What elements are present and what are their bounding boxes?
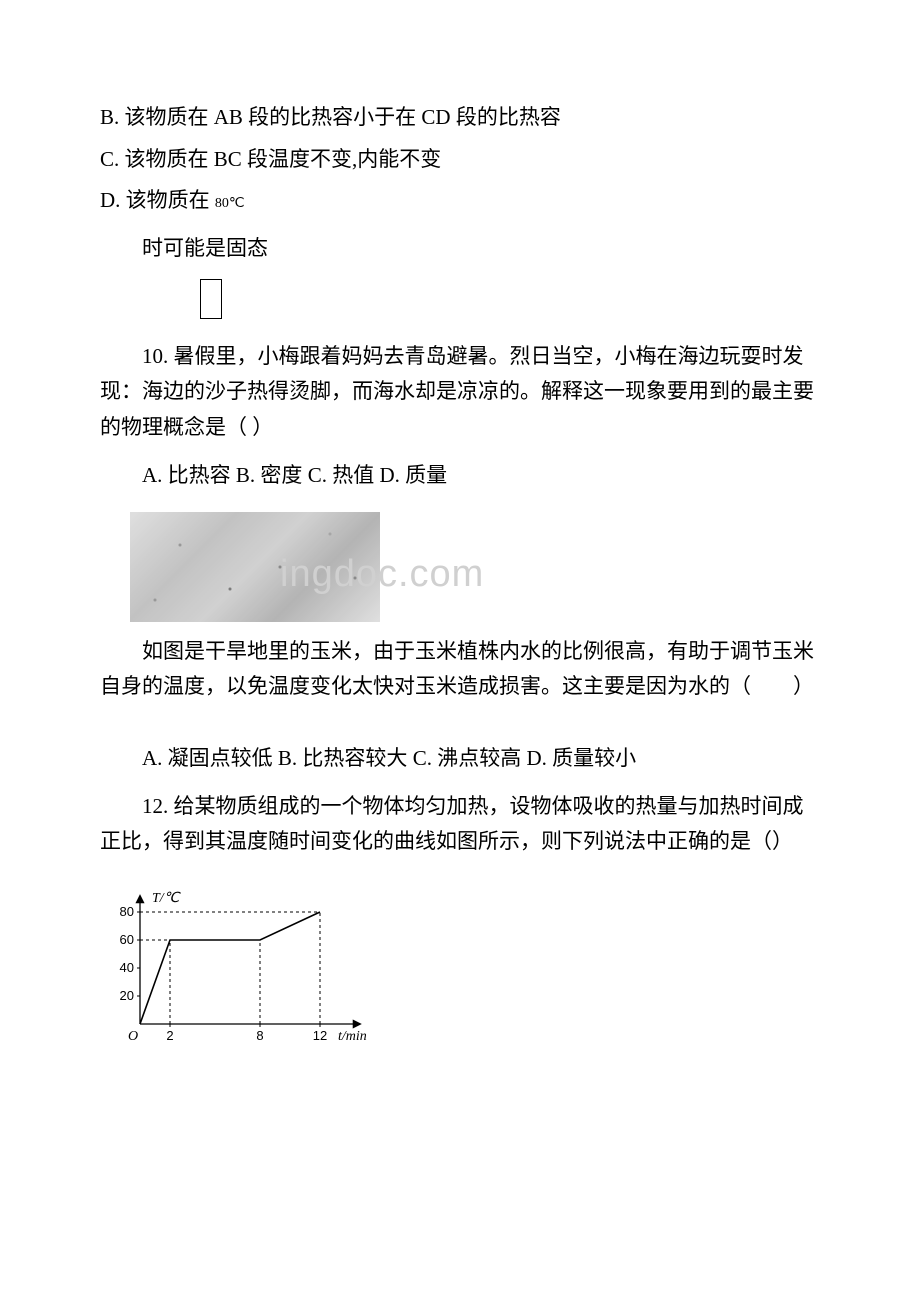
question-10: 10. 暑假里，小梅跟着妈妈去青岛避暑。烈日当空，小梅在海边玩耍时发现：海边的沙…	[100, 339, 820, 446]
q11-option-a: A. 凝固点较低	[142, 746, 273, 770]
corn-image	[130, 512, 380, 622]
temperature-time-chart: 20 40 60 80 2 8 12 T/℃ t/min O	[100, 884, 820, 1054]
question-10-num: 10.	[142, 344, 168, 368]
question-12-text: 给某物质组成的一个物体均匀加热，设物体吸收的热量与加热时间成正比，得到其温度随时…	[100, 794, 804, 854]
svg-text:O: O	[128, 1029, 138, 1044]
q11-option-d: D. 质量较小	[526, 746, 636, 770]
svg-text:2: 2	[166, 1028, 173, 1043]
q11-option-b: B. 比热容较大	[278, 746, 408, 770]
q11-option-c: C. 沸点较高	[413, 746, 522, 770]
q10-option-a: A. 比热容	[142, 463, 231, 487]
svg-text:8: 8	[256, 1028, 263, 1043]
svg-text:t/min: t/min	[338, 1029, 367, 1044]
question-12: 12. 给某物质组成的一个物体均匀加热，设物体吸收的热量与加热时间成正比，得到其…	[100, 789, 820, 860]
svg-text:60: 60	[120, 932, 134, 947]
q10-option-b: B. 密度	[236, 463, 303, 487]
question-11-text: 如图是干旱地里的玉米，由于玉米植株内水的比例很高，有助于调节玉米自身的温度，以免…	[100, 634, 820, 705]
svg-text:80: 80	[120, 904, 134, 919]
q10-option-d: D. 质量	[379, 463, 447, 487]
option-prev-d-suffix: 时可能是固态	[100, 231, 820, 267]
option-prev-c: C. 该物质在 BC 段温度不变,内能不变	[100, 142, 820, 178]
option-prev-d-temp: 80℃	[215, 196, 245, 211]
question-11-options: A. 凝固点较低 B. 比热容较大 C. 沸点较高 D. 质量较小	[100, 741, 820, 777]
svg-text:12: 12	[313, 1028, 327, 1043]
question-10-text: 暑假里，小梅跟着妈妈去青岛避暑。烈日当空，小梅在海边玩耍时发现：海边的沙子热得烫…	[100, 344, 814, 439]
question-12-num: 12.	[142, 794, 168, 818]
option-prev-b: B. 该物质在 AB 段的比热容小于在 CD 段的比热容	[100, 100, 820, 136]
option-prev-d: D. 该物质在 80℃	[100, 183, 820, 219]
placeholder-box-icon	[200, 279, 222, 319]
q10-option-c: C. 热值	[308, 463, 375, 487]
question-11-figure-row: 11. ingdoc.com	[100, 512, 820, 622]
svg-text:T/℃: T/℃	[152, 891, 182, 906]
question-10-options: A. 比热容 B. 密度 C. 热值 D. 质量	[100, 458, 820, 494]
svg-text:40: 40	[120, 960, 134, 975]
option-prev-d-prefix: D. 该物质在	[100, 188, 210, 212]
svg-text:20: 20	[120, 988, 134, 1003]
